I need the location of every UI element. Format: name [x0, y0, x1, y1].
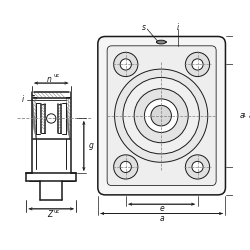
Text: g: g [88, 142, 94, 150]
Circle shape [120, 161, 131, 172]
Text: uc: uc [53, 74, 60, 78]
Text: i: i [177, 23, 179, 32]
Text: a: a [159, 214, 164, 223]
Text: n: n [47, 75, 52, 84]
Circle shape [120, 59, 131, 70]
Text: i: i [22, 95, 24, 104]
Text: 1: 1 [242, 112, 245, 117]
Circle shape [134, 89, 188, 143]
Circle shape [144, 99, 178, 132]
Circle shape [192, 161, 203, 172]
Circle shape [192, 59, 203, 70]
FancyBboxPatch shape [107, 46, 216, 185]
Circle shape [114, 155, 138, 179]
Text: a: a [240, 111, 244, 120]
Circle shape [186, 52, 210, 76]
Circle shape [151, 106, 172, 126]
Circle shape [123, 78, 199, 154]
Text: e: e [159, 204, 164, 213]
Circle shape [114, 52, 138, 76]
Text: s: s [142, 23, 146, 32]
Text: a: a [249, 111, 250, 120]
Text: Z: Z [47, 210, 52, 219]
Circle shape [186, 155, 210, 179]
Circle shape [114, 69, 208, 162]
FancyBboxPatch shape [98, 36, 226, 195]
Ellipse shape [156, 40, 166, 44]
Text: uc: uc [53, 208, 60, 214]
